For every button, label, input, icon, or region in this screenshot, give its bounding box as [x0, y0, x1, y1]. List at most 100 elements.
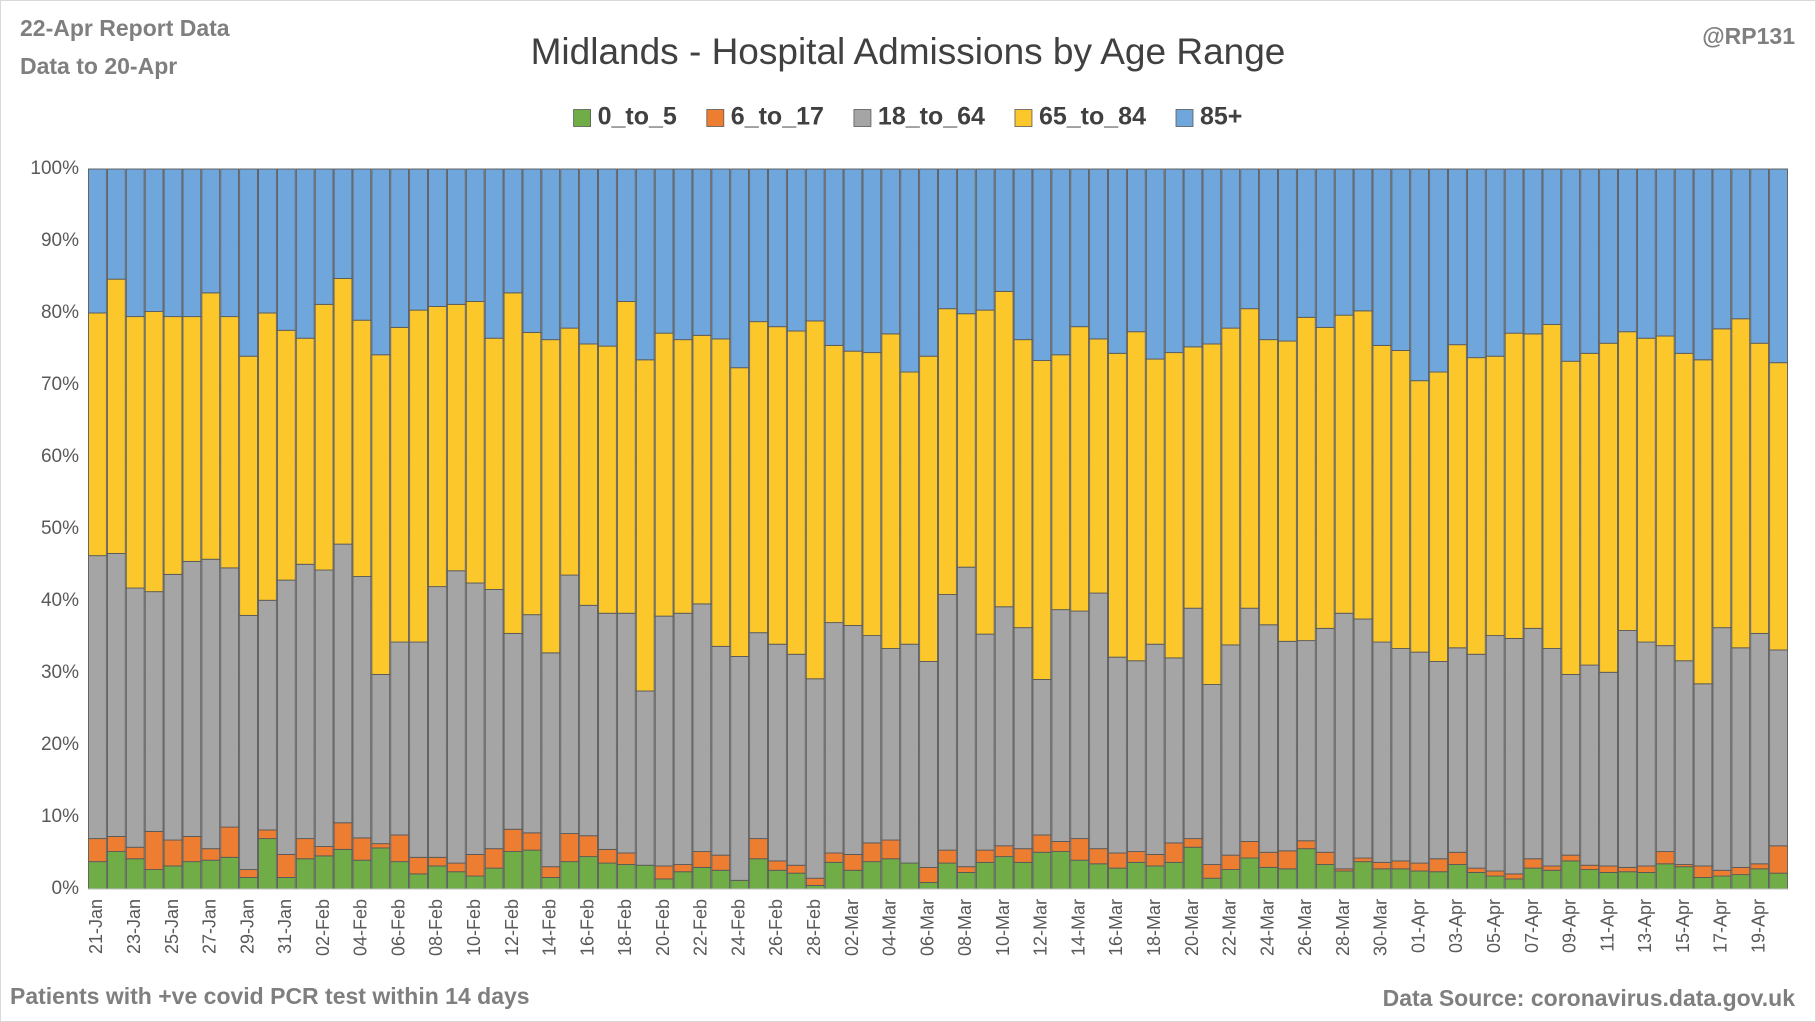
bar-segment [579, 604, 598, 837]
bar-segment [956, 313, 976, 568]
bar-segment [1013, 168, 1033, 341]
legend-label: 6_to_17 [731, 103, 824, 131]
bar-segment [503, 292, 523, 634]
bar-segment [1561, 673, 1581, 856]
bar-segment [1693, 865, 1713, 878]
bar-segment [446, 570, 466, 864]
bar-segment [125, 587, 145, 848]
y-tick-label: 60% [41, 446, 79, 467]
x-tick-label: 18-Mar [1144, 899, 1164, 956]
bar-segment [1769, 845, 1788, 874]
bar-segment [862, 168, 882, 354]
x-tick-label: 08-Feb [426, 899, 446, 956]
bar-segment [258, 838, 277, 890]
bar-segment [994, 290, 1014, 608]
y-tick-label: 10% [41, 806, 79, 827]
bar-segment [1618, 168, 1637, 333]
bar-segment [711, 854, 731, 871]
bar-segment [862, 861, 882, 890]
bar-segment [1145, 358, 1165, 645]
bar-segment [1542, 324, 1562, 649]
bar-segment [654, 332, 674, 617]
x-tick-label: 10-Feb [464, 899, 484, 956]
bar-segment [975, 849, 995, 863]
bar-segment [1618, 871, 1637, 890]
bar-segment [749, 632, 768, 840]
bar-segment [258, 829, 277, 840]
bar-segment [1240, 857, 1260, 890]
x-tick-label: 20-Feb [653, 899, 673, 956]
bar-segment [258, 168, 277, 314]
bar-segment [446, 871, 466, 890]
bar-segment [919, 661, 938, 868]
bar-segment [616, 168, 636, 302]
bar-segment [1580, 664, 1600, 866]
bar-segment [1070, 326, 1090, 612]
x-tick-label: 08-Mar [955, 899, 975, 956]
bar-segment [1429, 858, 1448, 873]
bar-segment [295, 337, 315, 565]
bar-segment [1032, 168, 1052, 361]
bar-segment [352, 168, 372, 321]
x-tick-label: 12-Mar [1031, 899, 1051, 956]
bar-segment [1504, 637, 1524, 875]
bar-segment [673, 168, 693, 341]
bar-segment [295, 563, 315, 840]
bar-segment [1618, 331, 1637, 631]
bar-segment [635, 359, 655, 692]
bar-segment [1221, 869, 1241, 890]
bar-segment [956, 566, 976, 868]
bar-segment [654, 168, 674, 334]
bar-segment [106, 168, 126, 280]
y-tick-label: 30% [41, 662, 79, 683]
bar-segment [125, 316, 145, 589]
bar-segment [1523, 333, 1543, 629]
bar-segment [1636, 641, 1656, 867]
bar-segment [88, 555, 107, 840]
bar-segment [1296, 840, 1316, 850]
bar-segment [1542, 865, 1562, 871]
bar-segment [692, 334, 712, 605]
bar-segment [1523, 858, 1543, 869]
bar-segment [1504, 873, 1524, 880]
bar-segment [1712, 328, 1732, 629]
bar-segment [1448, 344, 1467, 649]
bar-segment [862, 352, 882, 637]
bar-segment [1750, 868, 1770, 890]
x-tick-label: 04-Feb [351, 899, 371, 956]
x-tick-label: 28-Feb [804, 899, 824, 956]
bar-segment [295, 168, 315, 339]
bar-segment [938, 168, 957, 310]
bar-segment [938, 594, 957, 851]
bar-segment [428, 168, 447, 307]
y-tick-label: 40% [41, 590, 79, 611]
x-tick-label: 02-Feb [313, 899, 333, 956]
bar-segment [1070, 168, 1090, 328]
bar-segment [1334, 168, 1354, 316]
bar-segment [1070, 859, 1090, 890]
bar-segment [1051, 851, 1071, 890]
bars [88, 168, 1788, 890]
bar-segment [824, 344, 844, 624]
bar-segment [1410, 870, 1430, 890]
bar-segment [220, 856, 240, 890]
bar-segment [1731, 866, 1751, 876]
bar-segment [1296, 316, 1316, 642]
x-tick-label: 26-Feb [766, 899, 786, 956]
bar-segment [1391, 648, 1411, 862]
x-tick-label: 24-Feb [728, 899, 748, 956]
legend-swatch [1014, 109, 1033, 127]
bar-segment [786, 864, 806, 874]
bar-segment [465, 853, 485, 877]
bar-segment [1674, 352, 1694, 662]
bar-segment [1769, 168, 1788, 364]
bar-segment [900, 862, 920, 890]
bar-segment [560, 327, 580, 576]
legend: 0_to_5 6_to_17 18_to_64 65_to_84 85+ [573, 103, 1242, 131]
bar-segment [201, 848, 221, 861]
bar-segment [1599, 671, 1618, 867]
bar-segment [1693, 359, 1713, 685]
bar-segment [314, 168, 334, 305]
bar-segment [1051, 609, 1071, 842]
bar-segment [1183, 346, 1203, 609]
